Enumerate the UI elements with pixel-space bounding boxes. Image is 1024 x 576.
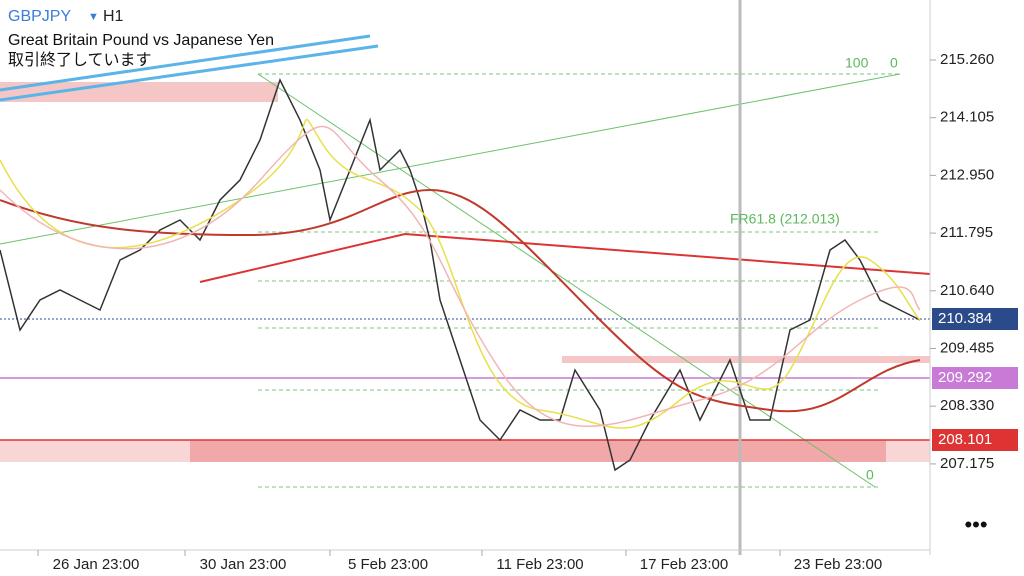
timeframe[interactable]: H1 xyxy=(103,8,124,25)
description: Great Britain Pound vs Japanese Yen xyxy=(8,32,274,49)
fib-label: 100 xyxy=(845,55,869,71)
axes: 215.260 214.105 212.950 211.795 210.640 209.4… xyxy=(37,51,994,573)
zone xyxy=(0,82,278,102)
time-axis-label: 23 Feb 23:00 xyxy=(794,556,882,573)
time-axis-label: 11 Feb 23:00 xyxy=(496,556,583,573)
time-axis-label: 26 Jan 23:00 xyxy=(53,556,140,573)
price-axis-label: 215.260 xyxy=(940,51,994,68)
time-axis-label: 17 Feb 23:00 xyxy=(640,556,728,573)
trend-line xyxy=(0,44,379,102)
price-tag-label: 208.101 xyxy=(938,431,992,448)
status: 取引終了しています xyxy=(8,51,152,69)
trend-line xyxy=(0,73,901,245)
price-axis-label: 208.330 xyxy=(940,397,994,414)
price-tag xyxy=(932,429,1018,451)
price-axis-label: 207.175 xyxy=(940,455,994,472)
price-tag xyxy=(932,367,1018,389)
price-axis-label: 212.950 xyxy=(940,166,994,183)
fib-label: 0 xyxy=(866,467,874,483)
moving-average xyxy=(0,125,921,428)
price-axis-label: 214.105 xyxy=(940,109,994,126)
price-axis-label: 209.485 xyxy=(940,339,994,356)
price-axis-label: 211.795 xyxy=(940,224,993,241)
zone xyxy=(190,440,886,462)
time-axis-label: 5 Feb 23:00 xyxy=(348,556,428,573)
trend-line xyxy=(199,232,931,283)
time-axis-label: 30 Jan 23:00 xyxy=(200,556,287,573)
price-axis-label: 210.640 xyxy=(940,282,994,299)
fib-label: FR61.8 (212.013) xyxy=(730,211,840,227)
fib-label: 0 xyxy=(890,55,898,71)
price-tag-label: 209.292 xyxy=(938,369,992,386)
price-line xyxy=(0,78,921,472)
zone xyxy=(562,356,930,363)
trend-line xyxy=(0,34,371,92)
moving-average xyxy=(0,188,921,413)
price-tag-label: 210.384 xyxy=(938,310,992,327)
dropdown-arrow: ▼ xyxy=(88,11,99,23)
fib-levels xyxy=(258,73,900,488)
price-tag xyxy=(932,308,1018,330)
moving-average xyxy=(0,118,921,429)
symbol[interactable]: GBPJPY xyxy=(8,8,71,25)
more-button[interactable]: ••• xyxy=(964,512,987,537)
